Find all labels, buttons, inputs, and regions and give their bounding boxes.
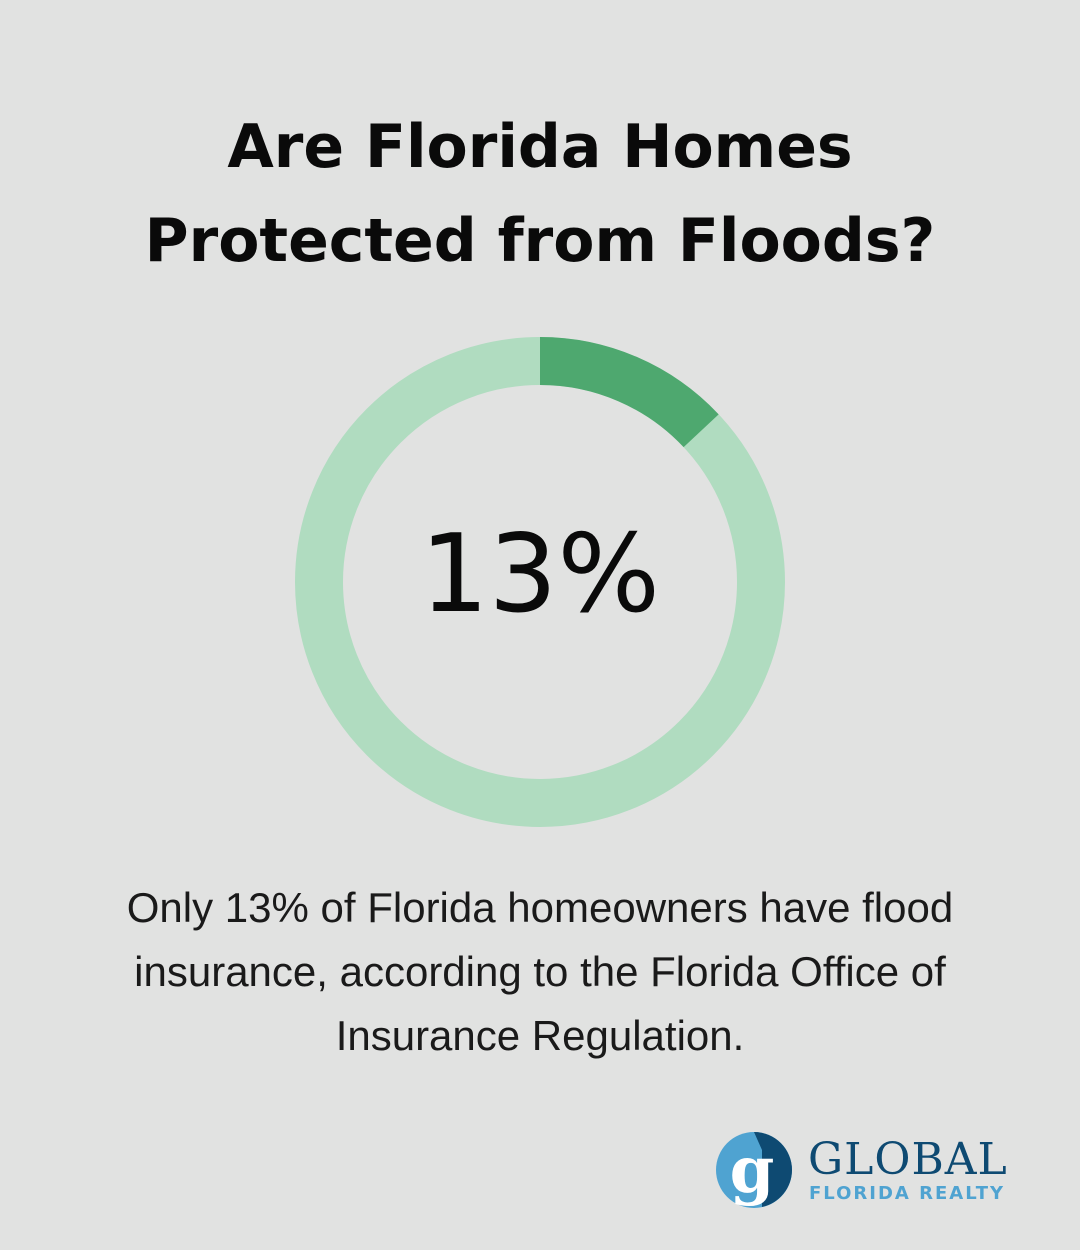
page-title: Are Florida Homes Protected from Floods? [0, 100, 1080, 288]
description-line-2: insurance, according to the Florida Offi… [134, 948, 946, 995]
company-logo: g GLOBAL FLORIDA REALTY [712, 1130, 1052, 1210]
donut-chart [295, 337, 785, 827]
title-line-2: Protected from Floods? [144, 206, 936, 276]
description-line-3: Insurance Regulation. [335, 1012, 745, 1059]
svg-text:g: g [730, 1133, 775, 1208]
logo-name: GLOBAL [808, 1134, 1008, 1185]
title-line-1: Are Florida Homes [227, 112, 853, 182]
stat-value: 13% [419, 512, 661, 637]
description: Only 13% of Florida homeowners have floo… [40, 876, 1040, 1068]
description-line-1: Only 13% of Florida homeowners have floo… [126, 884, 954, 931]
g-monogram-icon: g [716, 1132, 792, 1208]
donut-fill-segment [295, 337, 785, 827]
logo-subtitle: FLORIDA REALTY [809, 1183, 1006, 1204]
